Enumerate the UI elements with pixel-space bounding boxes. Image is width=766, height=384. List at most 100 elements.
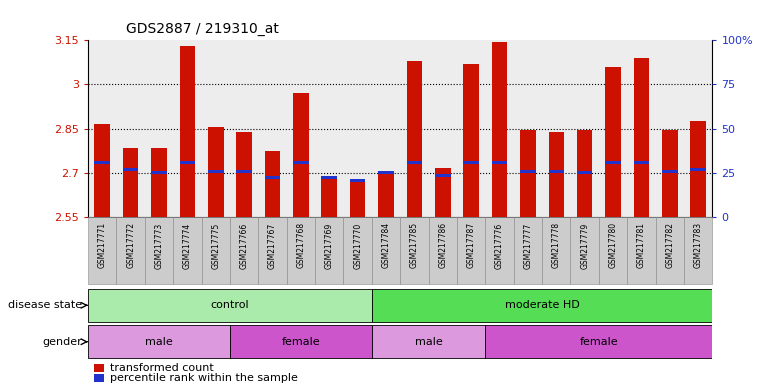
Bar [230, 325, 372, 358]
Text: moderate HD: moderate HD [505, 300, 580, 310]
Bar [293, 93, 309, 217]
Bar [520, 130, 535, 217]
Bar [94, 374, 103, 382]
Text: GSM217775: GSM217775 [211, 222, 221, 268]
Bar [94, 124, 110, 217]
Bar [599, 217, 627, 284]
Bar [514, 40, 542, 217]
Bar [407, 61, 422, 217]
Text: GSM217766: GSM217766 [240, 222, 249, 268]
Bar [577, 130, 592, 217]
Text: GSM217787: GSM217787 [466, 222, 476, 268]
Text: GSM217768: GSM217768 [296, 222, 306, 268]
Bar [94, 161, 110, 164]
Text: male: male [414, 337, 443, 347]
Bar [350, 179, 365, 182]
Text: GSM217778: GSM217778 [552, 222, 561, 268]
Bar [201, 217, 230, 284]
Bar [463, 161, 479, 164]
Bar [514, 217, 542, 284]
Bar [407, 161, 422, 164]
Bar [88, 325, 230, 358]
Bar [690, 121, 706, 217]
Bar [145, 40, 173, 217]
Bar [401, 40, 429, 217]
Bar [343, 217, 372, 284]
Bar [684, 217, 712, 284]
Bar [599, 40, 627, 217]
Bar [690, 169, 706, 171]
Bar [429, 217, 457, 284]
Text: female: female [282, 337, 320, 347]
Bar [286, 217, 315, 284]
Text: GSM217785: GSM217785 [410, 222, 419, 268]
Bar [151, 171, 167, 174]
Text: GSM217782: GSM217782 [666, 222, 674, 268]
Bar [315, 40, 343, 217]
Bar [492, 161, 507, 164]
Bar [123, 148, 139, 217]
Text: GSM217783: GSM217783 [694, 222, 702, 268]
Bar [116, 217, 145, 284]
Bar [429, 40, 457, 217]
Bar [230, 217, 258, 284]
Bar [662, 170, 678, 173]
Bar [627, 217, 656, 284]
Bar [88, 40, 116, 217]
Bar [378, 173, 394, 217]
Bar [486, 325, 712, 358]
Bar [656, 40, 684, 217]
Bar [230, 40, 258, 217]
Bar [435, 174, 450, 177]
Bar [179, 161, 195, 164]
Bar [372, 289, 712, 322]
Text: GSM217777: GSM217777 [523, 222, 532, 268]
Text: GSM217774: GSM217774 [183, 222, 192, 268]
Bar [486, 40, 514, 217]
Bar [151, 148, 167, 217]
Text: GSM217769: GSM217769 [325, 222, 334, 268]
Bar [401, 217, 429, 284]
Bar [520, 170, 535, 173]
Bar [173, 217, 201, 284]
Bar [372, 325, 486, 358]
Bar [372, 217, 401, 284]
Text: GSM217776: GSM217776 [495, 222, 504, 268]
Bar [123, 169, 139, 171]
Bar [94, 364, 103, 372]
Bar [286, 40, 315, 217]
Bar [88, 289, 372, 322]
Bar [633, 58, 650, 217]
Bar [548, 132, 564, 217]
Bar [372, 40, 401, 217]
Bar [343, 40, 372, 217]
Bar [457, 40, 486, 217]
Bar [605, 67, 621, 217]
Bar [571, 217, 599, 284]
Text: disease state: disease state [8, 300, 83, 310]
Bar [350, 180, 365, 217]
Bar [378, 171, 394, 174]
Bar [237, 132, 252, 217]
Bar [145, 217, 173, 284]
Text: transformed count: transformed count [110, 362, 214, 372]
Text: gender: gender [43, 337, 83, 347]
Text: GSM217772: GSM217772 [126, 222, 135, 268]
Bar [265, 176, 280, 179]
Bar [542, 40, 571, 217]
Bar [237, 170, 252, 173]
Bar [258, 40, 286, 217]
Bar [293, 161, 309, 164]
Bar [315, 217, 343, 284]
Bar [322, 177, 337, 217]
Bar [656, 217, 684, 284]
Bar [173, 40, 201, 217]
Text: GDS2887 / 219310_at: GDS2887 / 219310_at [126, 23, 280, 36]
Bar [116, 40, 145, 217]
Text: GSM217771: GSM217771 [98, 222, 106, 268]
Bar [605, 161, 621, 164]
Bar [684, 40, 712, 217]
Bar [258, 217, 286, 284]
Text: female: female [580, 337, 618, 347]
Bar [548, 170, 564, 173]
